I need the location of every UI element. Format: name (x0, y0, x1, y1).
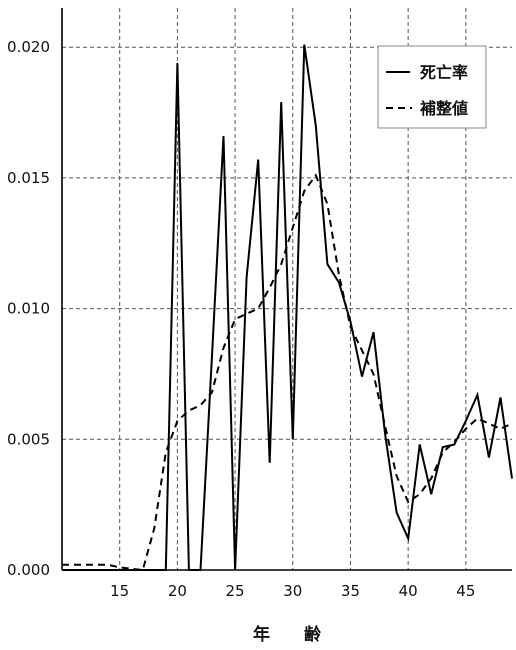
x-tick-label: 35 (341, 582, 360, 600)
legend-label-mortality: 死亡率 (420, 63, 468, 82)
y-tick-label: 0.005 (7, 430, 50, 448)
series-layer (62, 44, 513, 572)
x-tick-label: 30 (283, 582, 302, 600)
y-tick-label: 0.010 (7, 300, 50, 318)
x-tick-label: 25 (226, 582, 245, 600)
axes (61, 8, 512, 571)
y-tick-labels: 0.000 0.005 0.010 0.015 0.020 (7, 38, 50, 579)
x-axis-title: 年 齢 (253, 624, 322, 645)
x-tick-labels: 15 20 25 30 35 40 45 (110, 582, 475, 600)
legend-box (377, 45, 487, 129)
y-tick-label: 0.020 (7, 38, 50, 56)
adjusted-value-line (62, 173, 513, 572)
legend: 死亡率 補整値 (377, 45, 487, 129)
x-tick-label: 40 (399, 582, 418, 600)
y-tick-label: 0.000 (7, 561, 50, 579)
x-tick-label: 45 (456, 582, 475, 600)
legend-label-adjusted: 補整値 (419, 99, 468, 118)
x-tick-label: 15 (110, 582, 129, 600)
y-tick-label: 0.015 (7, 169, 50, 187)
x-tick-label: 20 (168, 582, 187, 600)
